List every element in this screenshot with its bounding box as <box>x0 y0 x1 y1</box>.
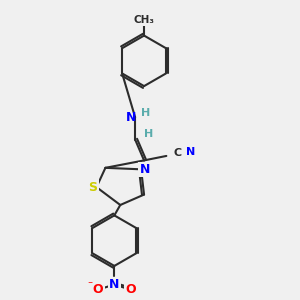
Text: H: H <box>144 129 153 139</box>
Text: CH₃: CH₃ <box>134 15 154 25</box>
Text: N: N <box>186 147 195 157</box>
Text: O: O <box>125 284 136 296</box>
Text: N: N <box>125 111 136 124</box>
Text: H: H <box>141 108 150 118</box>
Text: N: N <box>140 163 150 176</box>
Text: N: N <box>109 278 119 291</box>
Text: O: O <box>93 284 103 296</box>
Text: ⁻: ⁻ <box>87 280 92 290</box>
Text: S: S <box>88 181 98 194</box>
Text: C: C <box>174 148 182 158</box>
